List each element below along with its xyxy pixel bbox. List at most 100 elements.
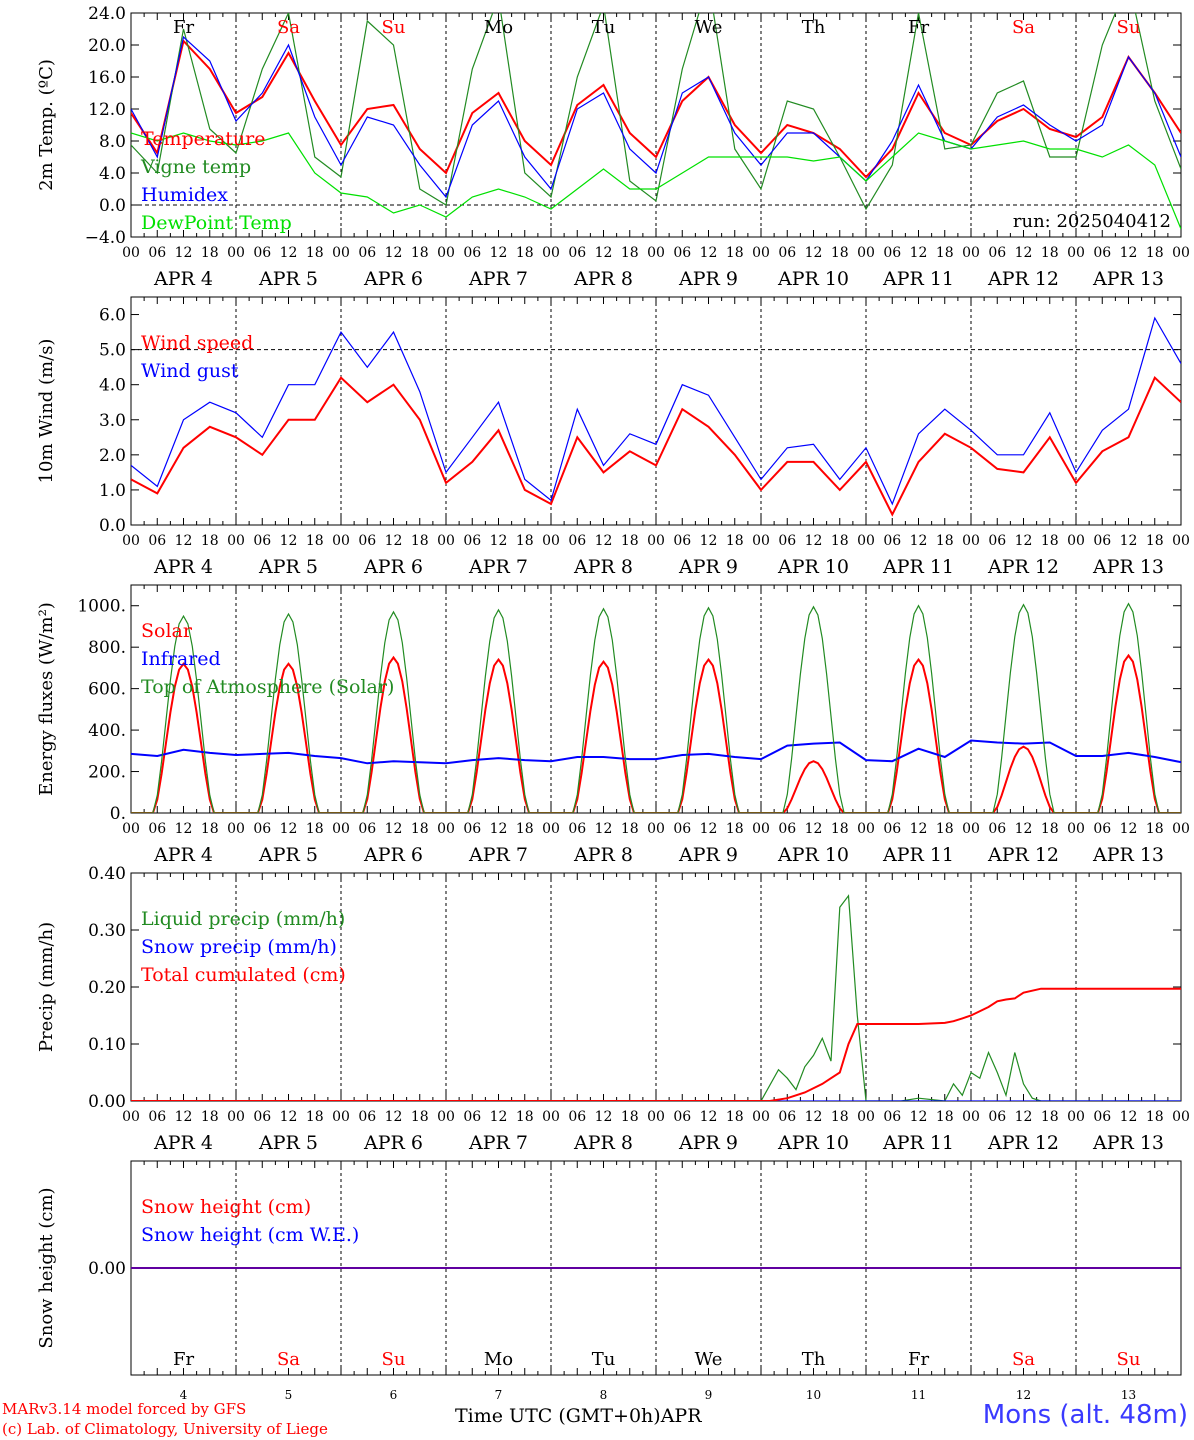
hour-tick-label: 18 (201, 1109, 219, 1125)
date-label: APR 10 (777, 844, 849, 866)
day-number: 12 (1016, 1388, 1031, 1402)
hour-tick-label: 00 (542, 245, 560, 261)
hour-tick-label: 06 (778, 245, 796, 261)
hour-tick-label: 12 (1015, 245, 1033, 261)
hour-tick-label: 12 (280, 533, 298, 549)
date-label: APR 13 (1092, 268, 1164, 290)
panel-1: 24.0 20.0 16.0 12.0 8.0 4.0 0.0 −4.0 2m Temp. (º… (36, 4, 1190, 290)
y-tick-label: 0.0 (99, 516, 126, 536)
hour-tick-label: 00 (1172, 1109, 1190, 1125)
date-label: APR 12 (987, 556, 1059, 578)
lab-credit: (c) Lab. of Climatology, University of L… (2, 1420, 328, 1438)
hour-tick-label: 06 (778, 1109, 796, 1125)
day-number: 8 (600, 1388, 608, 1402)
hour-tick-label: 00 (332, 1109, 350, 1125)
hour-tick-label: 12 (1120, 245, 1138, 261)
day-name: Fr (908, 17, 929, 38)
y-tick-label: 4.0 (99, 376, 126, 396)
hour-tick-label: 06 (148, 533, 166, 549)
y-tick-label: 16.0 (88, 68, 126, 88)
day-name: Su (382, 1349, 406, 1370)
y-axis-label: Energy fluxes (W/m²) (36, 602, 57, 796)
hour-tick-label: 12 (805, 821, 823, 837)
hour-tick-label: 00 (122, 245, 140, 261)
hour-tick-label: 12 (385, 1109, 403, 1125)
series-line-temperature (131, 38, 1181, 179)
hour-tick-label: 18 (1146, 533, 1164, 549)
hour-tick-label: 06 (253, 821, 271, 837)
hour-tick-label: 06 (673, 1109, 691, 1125)
day-name: Fr (908, 1349, 929, 1370)
day-name: We (695, 17, 723, 38)
hour-tick-label: 18 (621, 1109, 639, 1125)
hour-tick-label: 00 (542, 821, 560, 837)
series-line-vigne-temp (131, 13, 1181, 211)
y-tick-label: 6.0 (99, 306, 126, 326)
hour-tick-label: 06 (253, 245, 271, 261)
y-tick-label: 8.0 (99, 132, 126, 152)
model-credit: MARv3.14 model forced by GFS (2, 1400, 247, 1418)
hour-tick-label: 06 (988, 821, 1006, 837)
legend-entry: Wind speed (141, 332, 253, 354)
hour-tick-label: 06 (358, 821, 376, 837)
hour-tick-label: 00 (1067, 1109, 1085, 1125)
hour-tick-label: 00 (1172, 821, 1190, 837)
day-name: Mo (484, 1349, 513, 1370)
date-label: APR 9 (678, 268, 738, 290)
hour-tick-label: 06 (673, 245, 691, 261)
date-label: APR 10 (777, 1132, 849, 1154)
panel-5: 0.00 Snow height (cm) Snow height (cm) Snow… (36, 1160, 1182, 1402)
hour-tick-label: 00 (962, 821, 980, 837)
hour-tick-label: 18 (411, 1109, 429, 1125)
station-label: Mons (alt. 48m) (982, 1400, 1188, 1430)
hour-tick-label: 18 (306, 533, 324, 549)
date-label: APR 11 (882, 1132, 954, 1154)
day-name: Fr (173, 1349, 194, 1370)
hour-tick-label: 00 (962, 1109, 980, 1125)
run-annotation: run: 2025040412 (1013, 211, 1171, 232)
hour-tick-label: 06 (778, 533, 796, 549)
hour-tick-label: 06 (463, 821, 481, 837)
hour-tick-label: 12 (490, 533, 508, 549)
hour-tick-label: 12 (1015, 533, 1033, 549)
legend-entry: Solar (141, 620, 193, 642)
hour-tick-label: 18 (831, 821, 849, 837)
hour-tick-label: 00 (227, 533, 245, 549)
hour-tick-label: 00 (752, 821, 770, 837)
legend-entry: Snow precip (mm/h) (141, 936, 337, 958)
day-number: 7 (495, 1388, 503, 1402)
date-label: APR 4 (153, 1132, 213, 1154)
hour-tick-label: 18 (936, 533, 954, 549)
hour-tick-label: 06 (358, 533, 376, 549)
hour-tick-label: 12 (595, 245, 613, 261)
legend-entry: Temperature (141, 128, 265, 150)
date-label: APR 6 (363, 1132, 423, 1154)
hour-tick-label: 06 (883, 245, 901, 261)
date-label: APR 5 (258, 268, 318, 290)
hour-tick-label: 18 (306, 245, 324, 261)
legend-entry: Humidex (141, 184, 228, 206)
y-tick-label: 24.0 (88, 4, 126, 24)
hour-tick-label: 06 (778, 821, 796, 837)
date-label: APR 6 (363, 844, 423, 866)
legend-entry: Liquid precip (mm/h) (141, 908, 345, 930)
date-label: APR 9 (678, 556, 738, 578)
hour-tick-label: 00 (332, 533, 350, 549)
hour-tick-label: 12 (805, 1109, 823, 1125)
hour-tick-label: 00 (752, 245, 770, 261)
series-line-wind-speed (131, 376, 1181, 517)
hour-tick-label: 06 (568, 245, 586, 261)
hour-tick-label: 06 (568, 1109, 586, 1125)
day-name: We (695, 1349, 723, 1370)
day-name: Mo (484, 17, 513, 38)
hour-tick-label: 18 (621, 533, 639, 549)
day-name: Tu (592, 1349, 616, 1370)
day-name: Sa (277, 17, 300, 38)
date-label: APR 13 (1092, 556, 1164, 578)
hour-tick-label: 18 (201, 245, 219, 261)
day-name: Fr (173, 17, 194, 38)
legend-entry: Total cumulated (cm) (141, 964, 346, 986)
hour-tick-label: 00 (437, 821, 455, 837)
hour-tick-label: 18 (411, 533, 429, 549)
date-label: APR 7 (468, 556, 528, 578)
